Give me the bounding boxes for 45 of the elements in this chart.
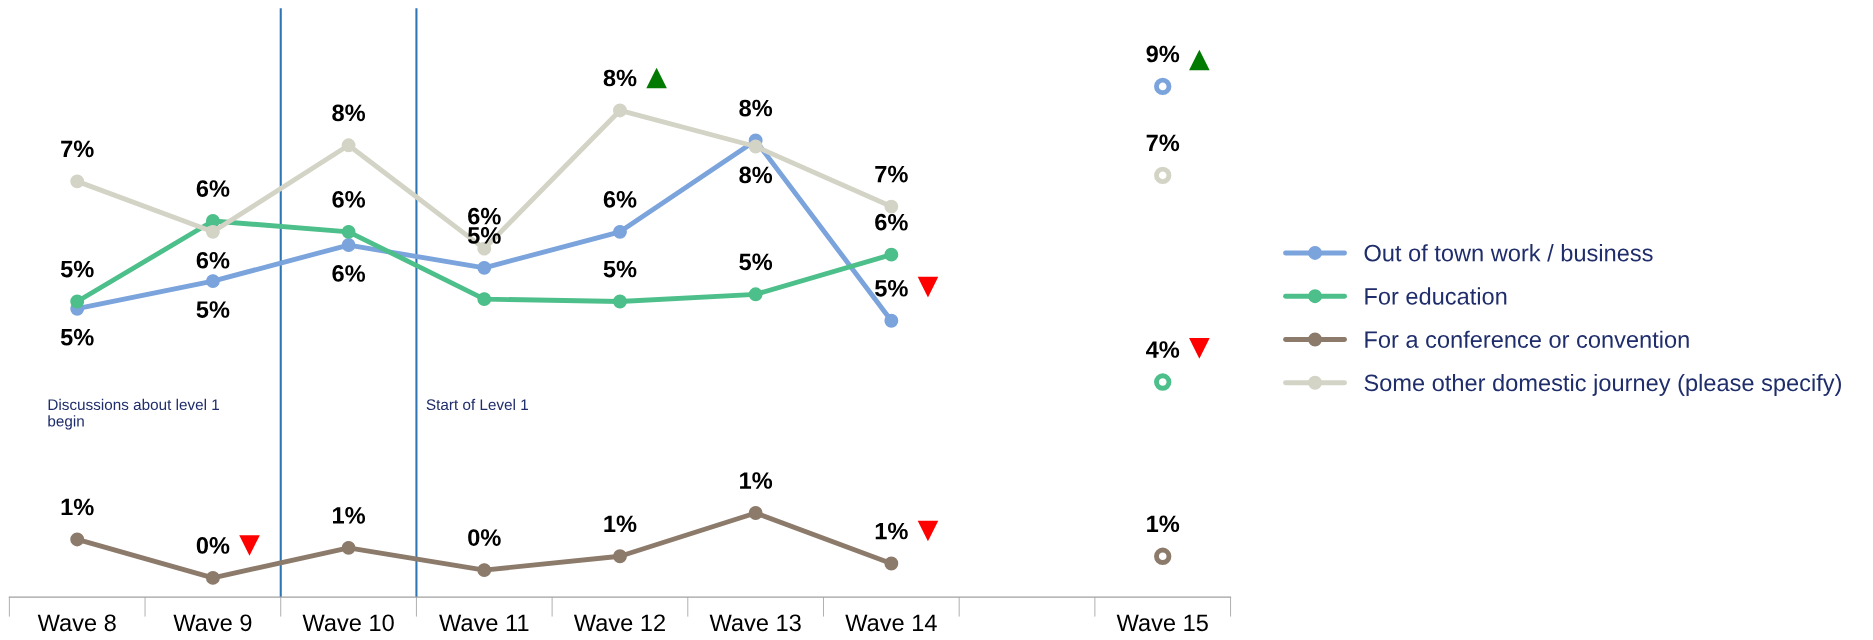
data-label: 0% bbox=[196, 537, 230, 554]
x-tick-label: Wave 15 bbox=[1116, 614, 1208, 632]
data-label: 1% bbox=[61, 498, 94, 516]
data-label: 6% bbox=[875, 213, 908, 231]
data-label: 6% bbox=[196, 251, 230, 269]
x-tick-label: Wave 12 bbox=[573, 614, 665, 632]
data-label: 5% bbox=[196, 301, 230, 318]
data-label: 7% bbox=[61, 140, 94, 158]
data-label: 6% bbox=[332, 190, 366, 208]
legend-label: Out of town work / business bbox=[1364, 244, 1653, 262]
data-label: 1% bbox=[1147, 515, 1180, 533]
data-label: 6% bbox=[196, 180, 230, 197]
data-label: 1% bbox=[333, 507, 366, 524]
data-label: 1% bbox=[740, 472, 773, 489]
data-label: 8% bbox=[739, 99, 773, 117]
data-label: 1% bbox=[875, 522, 908, 540]
data-label: 8% bbox=[332, 104, 366, 122]
annotation: Discussions about level 1 begin bbox=[48, 398, 219, 430]
x-tick-label: Wave 14 bbox=[845, 614, 937, 632]
x-tick-label: Wave 10 bbox=[302, 614, 394, 632]
data-label: 8% bbox=[739, 166, 773, 184]
data-label: 5% bbox=[739, 253, 773, 271]
legend-label: For a conference or convention bbox=[1365, 330, 1689, 348]
data-label: 9% bbox=[1146, 45, 1180, 63]
data-label: 7% bbox=[875, 165, 908, 183]
data-label: 4% bbox=[1146, 341, 1180, 358]
data-label: 7% bbox=[1146, 134, 1180, 152]
data-label: 5% bbox=[60, 260, 94, 278]
data-label: 1% bbox=[604, 515, 637, 533]
legend-label: Some other domestic journey (please specify) bbox=[1364, 373, 1841, 396]
x-tick-label: Wave 8 bbox=[37, 614, 116, 632]
data-label: 0% bbox=[468, 529, 501, 546]
x-tick-label: Wave 13 bbox=[709, 614, 801, 632]
data-label: 8% bbox=[603, 69, 637, 87]
legend-label: For education bbox=[1365, 287, 1507, 305]
data-label: 6% bbox=[332, 265, 366, 282]
data-label: 5% bbox=[60, 328, 94, 346]
x-tick-label: Wave 11 bbox=[439, 614, 529, 632]
data-label: 5% bbox=[603, 260, 637, 278]
annotation: Start of Level 1 bbox=[426, 398, 528, 411]
data-label: 5% bbox=[875, 279, 908, 297]
data-label: 6% bbox=[468, 207, 501, 225]
data-label: 5% bbox=[467, 227, 501, 244]
x-tick-label: Wave 9 bbox=[173, 614, 252, 632]
data-label: 6% bbox=[603, 190, 637, 208]
